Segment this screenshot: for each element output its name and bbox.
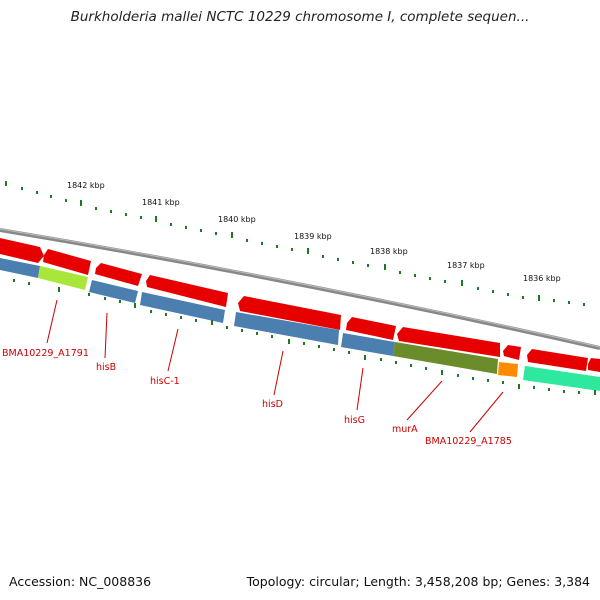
gene-forward-9	[527, 349, 588, 371]
gene-reverse-1	[0, 258, 40, 278]
inner-ticks	[13, 279, 596, 395]
scale-label-1839: 1839 kbp	[294, 232, 332, 241]
map-title: Burkholderia mallei NCTC 10229 chromosom…	[70, 9, 530, 25]
scale-label-1837: 1837 kbp	[447, 261, 485, 270]
scale-label-1836: 1836 kbp	[523, 274, 561, 283]
backbone-arc	[0, 228, 600, 350]
gene-forward-6	[346, 317, 396, 340]
scale-label-1840: 1840 kbp	[218, 215, 256, 224]
gene-reverse-hisC	[140, 292, 225, 323]
scale-labels: 1842 kbp 1841 kbp 1840 kbp 1839 kbp 1838…	[67, 181, 561, 283]
scale-ticks	[5, 181, 585, 306]
scale-label-1842: 1842 kbp	[67, 181, 105, 190]
genome-summary-text: Topology: circular; Length: 3,458,208 bp…	[246, 574, 590, 589]
forward-strand-genes	[0, 238, 600, 372]
scale-label-1838: 1838 kbp	[370, 247, 408, 256]
gene-reverse-lime	[38, 266, 88, 290]
gene-label-murA: murA	[392, 424, 418, 435]
gene-forward-8	[503, 345, 521, 360]
gene-forward-7	[397, 327, 500, 357]
gene-label-hisG: hisG	[344, 415, 365, 426]
gene-label-BMA10229_A1791: BMA10229_A1791	[2, 348, 89, 359]
gene-forward-1	[0, 238, 44, 263]
gene-labels: BMA10229_A1791 hisB hisC-1 hisD hisG mur…	[2, 348, 512, 447]
gene-label-BMA10229_A1785: BMA10229_A1785	[425, 436, 512, 447]
gene-forward-5	[238, 296, 341, 330]
scale-label-1841: 1841 kbp	[142, 198, 180, 207]
gene-forward-3	[95, 263, 142, 286]
gene-reverse-hisB	[89, 280, 138, 303]
gene-reverse-hisD	[234, 312, 339, 345]
gene-reverse-orange	[498, 362, 518, 377]
gene-reverse-teal	[523, 366, 600, 391]
gene-label-hisD: hisD	[262, 399, 283, 410]
gene-forward-10	[588, 358, 600, 372]
gene-label-hisB: hisB	[96, 362, 116, 373]
gene-forward-2	[43, 249, 91, 275]
gene-reverse-murA	[393, 342, 498, 374]
label-leaders	[46, 299, 504, 433]
accession-text: Accession: NC_008836	[9, 574, 152, 589]
gene-forward-4	[146, 275, 228, 307]
reverse-strand-genes	[0, 258, 600, 391]
gene-reverse-hisG	[341, 333, 395, 356]
gene-label-hisC-1: hisC-1	[150, 376, 180, 387]
